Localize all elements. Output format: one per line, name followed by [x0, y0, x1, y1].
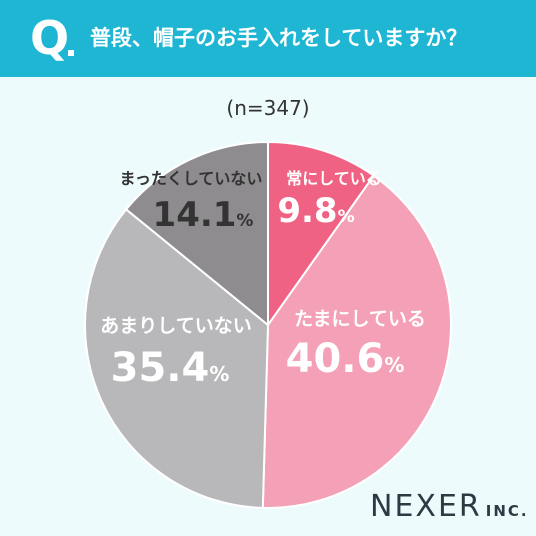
pie-slice	[267, 140, 376, 329]
slice-value: 40.6%	[286, 336, 405, 382]
pie-slice	[124, 140, 269, 328]
slice-label: まったくしていない	[120, 169, 263, 188]
question-text: 普段、帽子のお手入れをしていますか？	[90, 26, 468, 50]
pie-slice	[84, 207, 270, 509]
slice-label: 常にしている	[286, 169, 382, 188]
nexer-logo: NEXER INC.	[370, 489, 529, 524]
q-dot	[68, 50, 74, 56]
sample-size-label: (n=347)	[226, 96, 310, 120]
slice-value: 35.4%	[111, 345, 230, 391]
slice-value: 9.8%	[277, 191, 354, 231]
logo-suffix: INC.	[485, 502, 529, 520]
question-header: Q 普段、帽子のお手入れをしていますか？	[0, 0, 536, 77]
slice-label: あまりしていない	[100, 315, 251, 337]
slice-value: 14.1%	[153, 195, 254, 235]
pie-slice	[261, 174, 452, 509]
slice-label: たまにしている	[294, 308, 426, 330]
logo-name: NEXER	[370, 489, 482, 524]
q-mark: Q	[30, 11, 70, 65]
